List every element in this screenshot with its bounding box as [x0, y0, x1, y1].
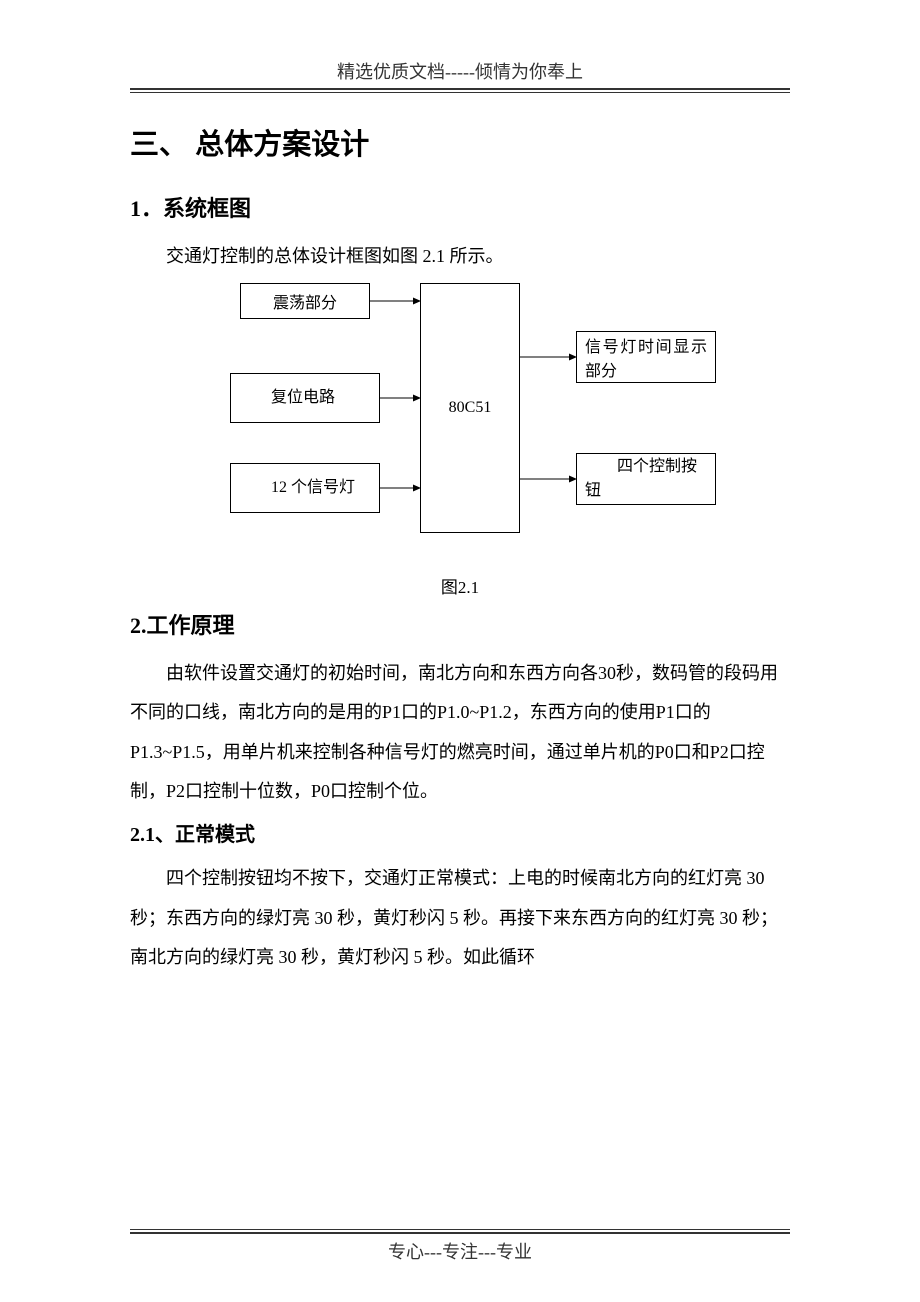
page-footer: 专心---专注---专业 [0, 1238, 920, 1264]
subsection-2-1-title: 2.1、正常模式 [130, 818, 790, 847]
header-rule-inner [130, 92, 790, 93]
footer-rule-inner [130, 1229, 790, 1230]
diagram-node-n2: 复位电路 [230, 373, 380, 423]
page: 精选优质文档-----倾情为你奉上 三、 总体方案设计 1．系统框图 交通灯控制… [0, 0, 920, 1302]
subsection-2-1-paragraph: 四个控制按钮均不按下，交通灯正常模式：上电的时候南北方向的红灯亮 30 秒；东西… [130, 859, 790, 978]
section-title: 三、 总体方案设计 [130, 121, 790, 163]
header-rule-outer [130, 88, 790, 90]
diagram-node-n3: 12 个信号灯 [230, 463, 380, 513]
subsection-1-intro: 交通灯控制的总体设计框图如图 2.1 所示。 [130, 237, 790, 277]
diagram-node-n1: 震荡部分 [240, 283, 370, 319]
diagram-node-o2: 四个控制按钮 [576, 453, 716, 505]
diagram-node-o1: 信号灯时间显示部分 [576, 331, 716, 383]
subsection-1-title: 1．系统框图 [130, 191, 790, 223]
system-block-diagram: 震荡部分复位电路 12 个信号灯 80C51 信号灯时间显示部分四个控制按钮 [130, 283, 790, 563]
footer-rule-outer [130, 1232, 790, 1234]
page-header: 精选优质文档-----倾情为你奉上 [130, 58, 790, 84]
diagram-caption: 图2.1 [130, 573, 790, 598]
diagram-node-c: 80C51 [420, 283, 520, 533]
subsection-2-paragraph: 由软件设置交通灯的初始时间，南北方向和东西方向各30秒，数码管的段码用不同的口线… [130, 654, 790, 812]
subsection-2-title: 2.工作原理 [130, 608, 790, 640]
